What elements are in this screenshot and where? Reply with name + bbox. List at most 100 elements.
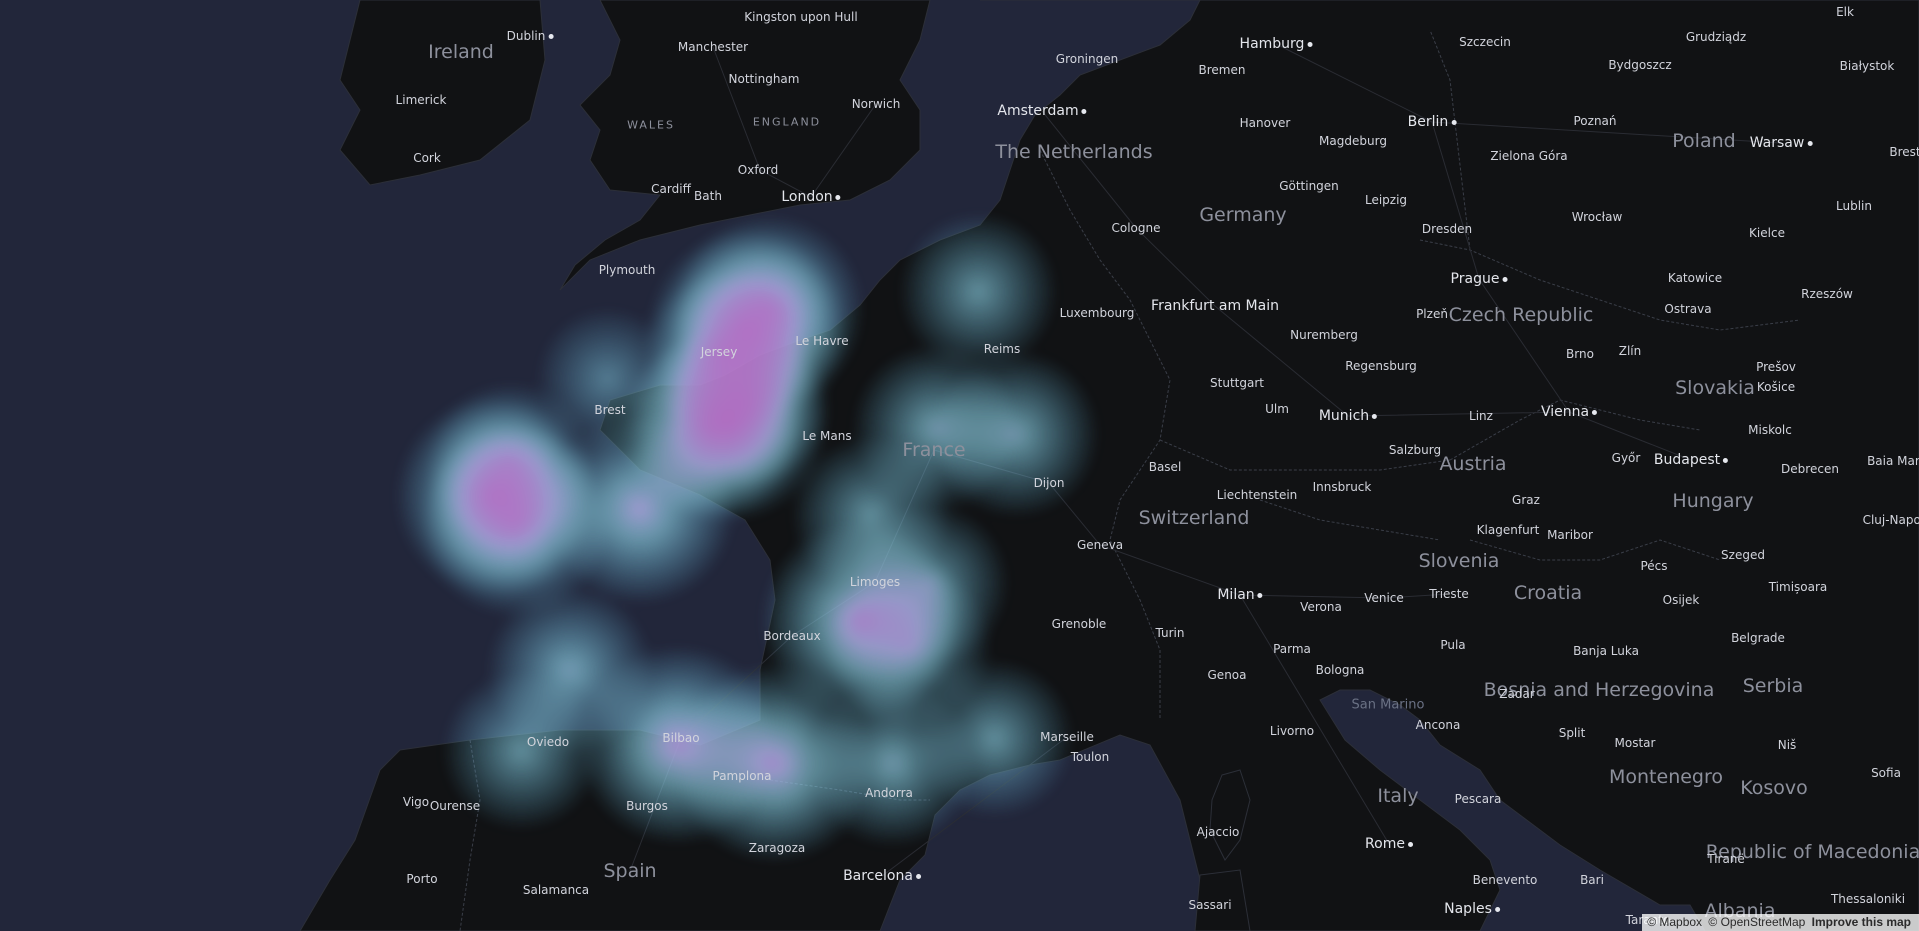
map-label-region: ENGLAND bbox=[752, 115, 822, 129]
map-label-country: Hungary bbox=[1672, 490, 1754, 512]
map-label-city: Salamanca bbox=[522, 883, 590, 897]
map-label-city: Bilbao bbox=[662, 731, 700, 745]
map-label-city: Grudziądz bbox=[1685, 30, 1747, 44]
map-label-city: Nuremberg bbox=[1290, 328, 1358, 342]
map-label-city: Plzeň bbox=[1416, 307, 1448, 321]
map-label-city: Cork bbox=[413, 151, 441, 165]
city-dot bbox=[1372, 413, 1378, 419]
map-label-city: Sassari bbox=[1188, 898, 1232, 912]
map-label-city: Kingston upon Hull bbox=[744, 10, 858, 24]
map-label-city: Dijon bbox=[1033, 476, 1065, 490]
map-label-country: Spain bbox=[603, 860, 657, 882]
city-dot bbox=[1451, 119, 1457, 125]
map-label-city: Jersey bbox=[700, 345, 738, 359]
map-label-country: Serbia bbox=[1742, 675, 1804, 697]
map-label-city: Manchester bbox=[677, 40, 749, 54]
map-label-city: Brest bbox=[1889, 145, 1919, 159]
city-dot bbox=[1807, 140, 1813, 146]
map-label-country: Ireland bbox=[428, 41, 494, 63]
map-label-city: Rzeszów bbox=[1801, 287, 1853, 301]
map-label-city: Grenoble bbox=[1051, 617, 1107, 631]
map-label-city: Vigo bbox=[402, 795, 430, 809]
map-label-city: Bremen bbox=[1198, 63, 1246, 77]
map-label-city: Salzburg bbox=[1388, 443, 1442, 457]
map-label-city: Thessaloniki bbox=[1830, 892, 1906, 906]
map-label-city: Cluj-Napoc bbox=[1862, 513, 1919, 527]
map-label-city-lg: Munich bbox=[1319, 408, 1378, 424]
map-label-city-lg: Barcelona bbox=[843, 868, 921, 884]
improve-map-link[interactable]: Improve this map bbox=[1811, 915, 1911, 929]
map-label-country: Croatia bbox=[1513, 582, 1583, 604]
map-label-city-lg: Amsterdam bbox=[997, 103, 1087, 119]
map-label-city: Pescara bbox=[1454, 792, 1502, 806]
city-dot bbox=[1407, 841, 1413, 847]
map-label-city-lg: Warsaw bbox=[1750, 135, 1813, 151]
map-label-city: Limerick bbox=[395, 93, 447, 107]
map-label-city: Baia Mare bbox=[1867, 454, 1919, 468]
map-label-city: Regensburg bbox=[1345, 359, 1417, 373]
map-label-city: Graz bbox=[1512, 493, 1540, 507]
map-label-city: Osijek bbox=[1662, 593, 1700, 607]
map-label-city: Venice bbox=[1364, 591, 1404, 605]
city-dot bbox=[1307, 41, 1313, 47]
map-label-city: Groningen bbox=[1055, 52, 1119, 66]
map-label-city: Ancona bbox=[1415, 718, 1461, 732]
map-label-city: Nottingham bbox=[728, 72, 800, 86]
map-label-city: Reims bbox=[983, 342, 1021, 356]
map-label-city: Bydgoszcz bbox=[1608, 58, 1672, 72]
map-label-city-lg: Hamburg bbox=[1240, 36, 1313, 52]
map-label-country: Slovakia bbox=[1675, 377, 1755, 399]
map-label-city: Mostar bbox=[1614, 736, 1656, 750]
map-label-city: Białystok bbox=[1839, 59, 1895, 73]
map-label-city: Leipzig bbox=[1364, 193, 1408, 207]
map-label-country: France bbox=[902, 439, 966, 461]
map-label-city: Porto bbox=[406, 872, 438, 886]
city-dot bbox=[548, 34, 554, 39]
map-label-city: Klagenfurt bbox=[1476, 523, 1540, 537]
map-label-city: Zaragoza bbox=[748, 841, 806, 855]
map-label-city: Andorra bbox=[865, 786, 913, 800]
map-label-city: Szczecin bbox=[1459, 35, 1511, 49]
map-label-city: Parma bbox=[1273, 642, 1311, 656]
map-label-country: Bosnia and Herzegovina bbox=[1483, 679, 1715, 701]
map-label-city: Verona bbox=[1300, 600, 1342, 614]
city-dot bbox=[1257, 592, 1263, 598]
map-label-country: Germany bbox=[1199, 204, 1287, 226]
map-label-city-lg: Naples bbox=[1444, 901, 1500, 917]
map-label-city: Bath bbox=[694, 189, 722, 203]
map-label-city: Genoa bbox=[1207, 668, 1247, 682]
city-dot bbox=[1494, 906, 1500, 912]
map-label-city: Oxford bbox=[737, 163, 779, 177]
map-label-city: Miskolc bbox=[1748, 423, 1792, 437]
map-label-city: Benevento bbox=[1472, 873, 1538, 887]
map-label-city: Turin bbox=[1155, 626, 1185, 640]
map-label-city: Banja Luka bbox=[1573, 644, 1639, 658]
map-label-city: Livorno bbox=[1269, 724, 1315, 738]
map-label-city-lg: Budapest bbox=[1654, 452, 1729, 468]
osm-attribution-link[interactable]: © OpenStreetMap bbox=[1708, 915, 1806, 929]
city-dot bbox=[1592, 409, 1598, 415]
map-label-country: Switzerland bbox=[1138, 507, 1250, 529]
map-label-city: Lublin bbox=[1836, 199, 1872, 213]
map-label-region: WALES bbox=[627, 118, 675, 132]
map-label-city: Elk bbox=[1836, 5, 1854, 19]
map-label-city: Dublin bbox=[507, 29, 554, 43]
map-label-city: Plymouth bbox=[598, 263, 656, 277]
map-label-city: Zielona Góra bbox=[1490, 149, 1568, 163]
map-label-city: Ajaccio bbox=[1196, 825, 1240, 839]
map-label-country: Italy bbox=[1377, 785, 1419, 807]
map-label-city: Stuttgart bbox=[1210, 376, 1264, 390]
map-label-city: Pula bbox=[1440, 638, 1466, 652]
mapbox-attribution-link[interactable]: © Mapbox bbox=[1647, 915, 1703, 929]
map-label-city: Limoges bbox=[849, 575, 901, 589]
map-label-city: Split bbox=[1558, 726, 1586, 740]
map-label-city: Luxembourg bbox=[1059, 306, 1135, 320]
map-label-city: Zlín bbox=[1618, 344, 1642, 358]
map-label-city-lg: Milan bbox=[1217, 587, 1263, 603]
map-label-city: Ourense bbox=[429, 799, 481, 813]
map-label-city: Debrecen bbox=[1781, 462, 1839, 476]
map-label-city-lg: Berlin bbox=[1408, 114, 1457, 130]
city-dot bbox=[835, 194, 841, 200]
map-label-city: Hanover bbox=[1239, 116, 1291, 130]
